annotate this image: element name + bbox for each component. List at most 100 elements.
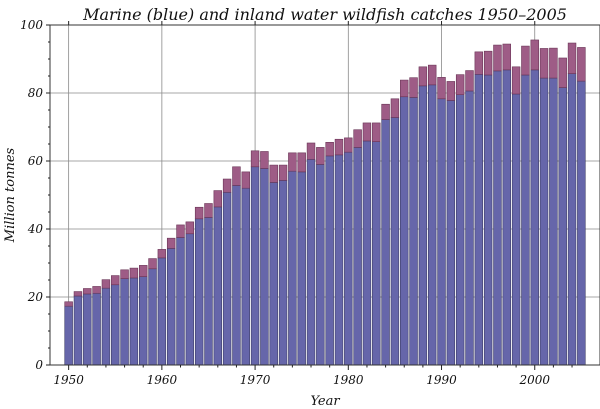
bar-inland-1980 (344, 137, 353, 153)
bar-inland-1983 (372, 122, 381, 142)
bar-inland-1958 (139, 265, 148, 277)
bar-inland-1985 (390, 98, 400, 118)
bar-marine-1991 (446, 100, 456, 366)
bar-inland-2001 (539, 48, 549, 79)
bar-marine-1999 (521, 74, 530, 366)
y-axis-label: Million tonnes (3, 147, 18, 243)
bar-marine-1975 (297, 171, 306, 366)
bar-marine-1956 (120, 278, 129, 366)
bar-marine-1980 (344, 151, 353, 366)
bar-marine-1957 (129, 277, 139, 366)
bar-inland-1976 (306, 142, 316, 160)
bar-marine-1989 (427, 84, 437, 366)
bar-inland-1981 (353, 129, 362, 148)
bar-marine-1998 (511, 93, 521, 366)
x-tick-label-1950: 1950 (53, 373, 84, 387)
bar-marine-1974 (288, 170, 297, 366)
bar-marine-1994 (474, 74, 484, 366)
bar-marine-1979 (334, 154, 344, 366)
bar-inland-1966 (213, 190, 223, 208)
bar-marine-1983 (372, 141, 381, 366)
bar-inland-1987 (409, 77, 418, 98)
bar-marine-1955 (111, 284, 120, 366)
bar-marine-1966 (213, 206, 223, 366)
bar-marine-1982 (362, 140, 372, 366)
bar-marine-1963 (185, 233, 195, 366)
bar-marine-1992 (455, 94, 465, 366)
axis-ticks: 1950 1960 1970 1980 1990 2000 0 20 40 60 80 100 (20, 18, 573, 387)
bar-marine-1972 (269, 182, 278, 366)
bar-inland-2005 (577, 47, 586, 82)
bar-inland-1972 (269, 164, 278, 183)
bar-marine-1967 (222, 191, 232, 366)
bar-inland-1994 (474, 51, 484, 75)
bar-marine-1951 (73, 295, 83, 366)
bar-inland-1970 (250, 150, 260, 168)
bar-inland-1977 (316, 147, 325, 165)
bar-inland-1984 (381, 103, 390, 120)
bar-inland-1989 (427, 64, 437, 86)
bar-marine-2004 (567, 73, 577, 366)
bar-inland-1986 (400, 79, 409, 98)
bar-marine-1978 (325, 155, 334, 366)
bar-marine-1990 (437, 98, 446, 366)
y-tick-label-60: 60 (28, 154, 44, 168)
bar-marine-1964 (194, 218, 204, 366)
bar-inland-1996 (493, 44, 502, 72)
bar-inland-1990 (437, 77, 446, 100)
x-tick-label-1990: 1990 (426, 373, 457, 387)
bar-inland-1998 (511, 66, 521, 95)
x-axis-label: Year (310, 394, 340, 409)
chart-title: Marine (blue) and inland water wildfish … (82, 5, 567, 24)
bar-inland-1953 (92, 286, 101, 294)
bar-inland-1956 (120, 269, 129, 279)
y-tick-label-20: 20 (27, 290, 44, 304)
bar-marine-1959 (148, 268, 157, 366)
bar-inland-1969 (241, 171, 250, 189)
bar-marine-1952 (83, 293, 92, 366)
bar-inland-1952 (83, 288, 92, 295)
bar-marine-1997 (502, 69, 511, 366)
bar-inland-1957 (129, 267, 139, 279)
bar-marine-1958 (139, 276, 148, 366)
bar-marine-1961 (166, 248, 176, 366)
bar-marine-2000 (530, 69, 539, 366)
y-tick-label-100: 100 (20, 18, 43, 32)
bar-inland-1950 (64, 301, 73, 307)
bar-marine-2002 (549, 77, 558, 366)
bar-inland-1993 (465, 70, 474, 92)
bar-inland-1960 (157, 249, 167, 259)
y-tick-label-80: 80 (28, 86, 44, 100)
bar-inland-1975 (297, 152, 306, 173)
bar-inland-2004 (567, 42, 577, 74)
bar-inland-1991 (446, 81, 456, 101)
bar-marine-2001 (539, 77, 549, 366)
bar-inland-1973 (278, 164, 288, 181)
y-tick-label-40: 40 (27, 222, 44, 236)
bar-marine-1953 (92, 292, 101, 366)
bar-marine-1981 (353, 147, 362, 366)
bar-inland-1971 (260, 151, 269, 169)
bar-inland-1962 (176, 224, 185, 238)
bar-inland-1964 (194, 206, 204, 220)
bar-inland-1992 (455, 74, 465, 95)
bar-marine-2005 (577, 80, 586, 366)
bar-marine-1970 (250, 166, 260, 366)
bar-inland-2000 (530, 39, 539, 71)
bars (64, 39, 586, 366)
bar-inland-1961 (166, 237, 176, 249)
bar-marine-1988 (418, 85, 428, 366)
x-tick-label-2000: 2000 (518, 373, 550, 387)
bar-marine-1971 (260, 168, 269, 366)
x-tick-label-1960: 1960 (147, 373, 178, 387)
x-tick-label-1980: 1980 (333, 373, 364, 387)
bar-inland-1982 (362, 122, 372, 142)
bar-inland-2003 (558, 57, 567, 88)
bar-marine-1987 (409, 97, 418, 366)
bar-marine-1950 (64, 305, 73, 366)
y-tick-label-0: 0 (35, 358, 43, 372)
bar-marine-1965 (204, 217, 213, 366)
bar-inland-1995 (483, 50, 493, 76)
bar-marine-1954 (101, 287, 111, 366)
